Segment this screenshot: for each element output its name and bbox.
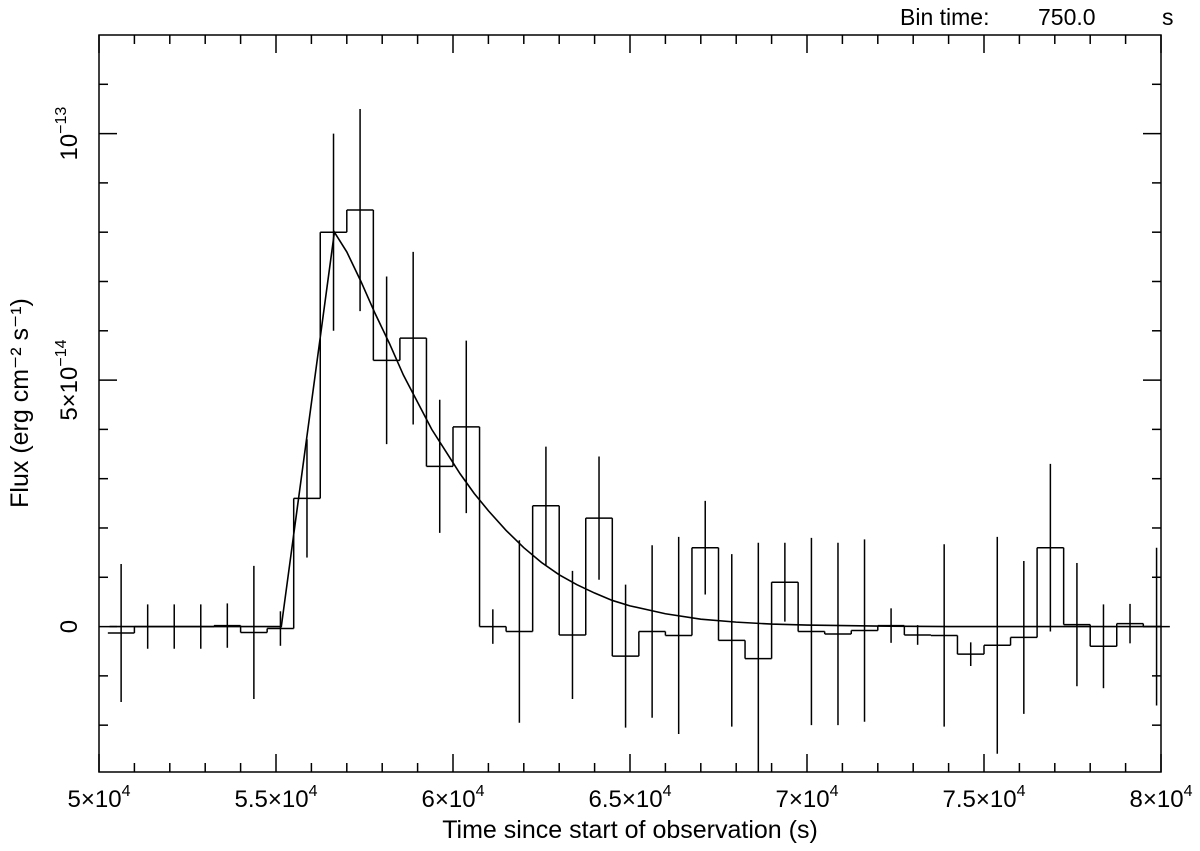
x-tick-label: 8×104: [1130, 783, 1193, 813]
y-axis-label: Flux (erg cm⁻² s⁻¹): [6, 298, 34, 508]
model-curve: [109, 229, 1161, 628]
x-tick-label: 7.5×104: [943, 783, 1026, 813]
bin-time-value: 750.0: [1038, 4, 1096, 30]
y-tick-label: 0: [56, 620, 83, 633]
plot-frame: [98, 34, 1162, 773]
y-tick-label: 5×10−14: [53, 339, 83, 420]
x-tick-label: 5.5×104: [235, 783, 318, 813]
x-tick-label: 6×104: [422, 783, 485, 813]
y-tick-label: 10−13: [53, 107, 83, 161]
x-tick-label: 7×104: [776, 783, 839, 813]
bin-time-unit: s: [1162, 4, 1174, 30]
x-tick-label: 5×104: [68, 783, 131, 813]
bin-time-label: Bin time:: [900, 4, 990, 30]
x-axis-label: Time since start of observation (s): [442, 816, 818, 844]
x-tick-label: 6.5×104: [589, 783, 672, 813]
